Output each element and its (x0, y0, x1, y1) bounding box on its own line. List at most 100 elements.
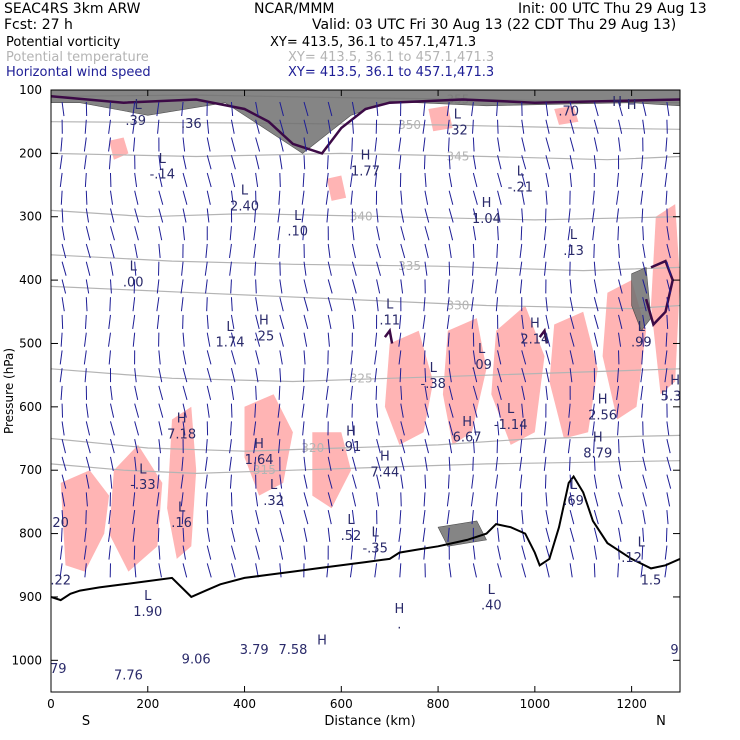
wind-vector (567, 421, 571, 436)
wind-vector (424, 421, 430, 436)
wind-extremum-label: L (686, 551, 694, 566)
wind-vector (156, 510, 160, 525)
wind-vector (641, 403, 644, 418)
wind-vector (618, 456, 622, 471)
wind-vector (544, 421, 547, 436)
wind-vector (569, 527, 575, 542)
wind-vector (109, 421, 115, 436)
wind-extremum-label: H (593, 431, 603, 446)
wind-vector (448, 368, 452, 383)
wind-extremum-label: 6.67 (453, 431, 482, 446)
wind-vector (158, 190, 164, 205)
wind-extremum-label: 7.18 (167, 428, 196, 443)
theta-contour-label: 325 (350, 371, 373, 385)
wind-vector (230, 137, 236, 152)
wind-vector (253, 226, 257, 241)
wind-vector (109, 261, 114, 276)
wind-vector (60, 332, 63, 347)
wind-vector (327, 509, 332, 525)
wind-vector (618, 332, 622, 347)
wind-extremum-label: L (139, 462, 147, 477)
pv-fill-region (549, 311, 598, 439)
wind-vector (204, 261, 208, 276)
wind-vector (279, 350, 283, 365)
wind-vector (545, 527, 551, 542)
wind-vector (109, 226, 115, 241)
wind-vector (593, 101, 599, 117)
wind-vector (618, 509, 623, 525)
wind-vector (230, 172, 236, 188)
wind-vector (351, 279, 357, 294)
legend-theta-xy: XY= 413.5, 36.1 to 457.1,471.3 (288, 50, 495, 65)
wind-vector (618, 439, 620, 454)
wind-vector (85, 208, 90, 223)
x-tick-label: 600 (330, 697, 353, 711)
wind-vector (472, 119, 474, 134)
wind-vector (108, 510, 111, 525)
wind-vector (472, 190, 478, 205)
legend-pv-label: Potential vorticity (6, 35, 121, 50)
wind-vector (472, 368, 478, 383)
wind-vector (230, 155, 236, 170)
wind-vector (424, 243, 429, 259)
wind-vector (109, 456, 114, 471)
wind-vector (107, 527, 111, 542)
wind-vector (642, 261, 647, 276)
wind-vector (157, 119, 160, 134)
wind-vector (182, 403, 187, 418)
wind-vector (376, 226, 381, 241)
wind-vector (351, 119, 354, 134)
wind-vector (255, 279, 257, 294)
wind-vector (205, 243, 208, 259)
wind-vector (376, 297, 379, 312)
wind-vector (327, 119, 332, 134)
wind-vector (351, 137, 353, 152)
wind-vector (108, 137, 111, 152)
pv-dark-region (437, 520, 487, 547)
wind-vector (61, 439, 66, 454)
wind-vector (642, 474, 648, 489)
wind-extremum-label: 2.40 (230, 199, 259, 214)
wind-vector (254, 403, 257, 418)
wind-vector (109, 297, 111, 312)
wind-vector (158, 208, 164, 223)
theta-contour (51, 209, 680, 221)
wind-vector (60, 137, 63, 152)
wind-vector (400, 208, 405, 223)
wind-extremum-label: H (317, 633, 327, 648)
wind-vector (616, 403, 620, 418)
wind-vector (326, 403, 329, 418)
wind-vector (351, 474, 357, 489)
wind-extremum-label: L (454, 108, 462, 123)
wind-vector (521, 137, 526, 152)
wind-vector (61, 456, 67, 472)
wind-vector (422, 510, 426, 525)
wind-extremum-label: 1.74 (216, 336, 245, 351)
theta-contour (51, 285, 680, 310)
wind-vector (472, 172, 478, 188)
wind-vector (497, 545, 502, 560)
wind-vector (205, 439, 208, 454)
wind-vector (182, 563, 188, 578)
wind-vector (229, 474, 232, 489)
wind-vector (228, 243, 232, 259)
wind-vector (303, 456, 307, 471)
wind-extremum-label: H (361, 149, 371, 164)
wind-extremum-label: .13 (563, 244, 584, 259)
wind-vector (618, 527, 622, 542)
wind-vector (302, 421, 305, 436)
wind-vector (545, 137, 551, 152)
wind-vector (327, 314, 332, 330)
wind-vector (666, 421, 670, 436)
wind-extremum-label: L (347, 513, 355, 528)
wind-vector (398, 155, 402, 170)
wind-vector (666, 297, 670, 312)
wind-vector (642, 492, 647, 507)
theta-contour-label: 315 (253, 463, 276, 477)
wind-vector (327, 279, 333, 294)
wind-vector (664, 350, 668, 365)
wind-vector (591, 403, 595, 418)
wind-vector (85, 261, 91, 276)
wind-vector (545, 119, 550, 134)
wind-vector (206, 155, 212, 170)
